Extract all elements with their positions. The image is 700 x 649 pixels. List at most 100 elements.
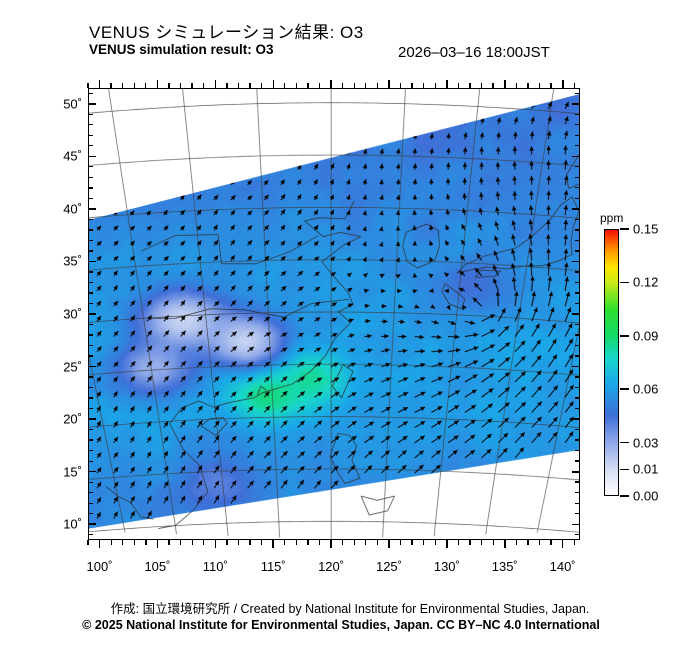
x-tick-minor (353, 540, 355, 545)
x-tick-major-top (388, 80, 390, 88)
y-axis-label: 30˚ (63, 306, 82, 322)
y-tick-major (88, 470, 96, 473)
x-tick-minor (237, 540, 240, 545)
colorbar-tick (620, 441, 629, 444)
y-tick-minor (88, 376, 93, 378)
x-tick-minor-top (203, 83, 205, 88)
y-tick-minor-right (575, 481, 580, 483)
x-tick-minor-top (179, 83, 182, 88)
y-tick-minor (88, 460, 93, 462)
x-tick-major-top (446, 80, 448, 88)
y-tick-minor-right (575, 323, 580, 326)
x-axis-label: 105˚ (144, 559, 171, 574)
x-tick-minor-top (527, 83, 529, 88)
x-tick-minor (457, 540, 460, 545)
x-tick-minor (249, 540, 251, 545)
y-tick-minor-right (575, 334, 580, 336)
y-tick-major (88, 155, 96, 158)
y-tick-minor-right (575, 502, 580, 504)
y-axis-label: 40˚ (63, 201, 82, 217)
y-tick-major-right (572, 208, 580, 210)
x-tick-minor-top (122, 83, 124, 88)
x-tick-minor-top (295, 83, 297, 88)
x-tick-minor-top (480, 83, 483, 88)
colorbar-tick (620, 335, 629, 337)
x-tick-major (214, 540, 217, 548)
x-tick-minor-top (434, 83, 436, 88)
y-tick-major (88, 313, 96, 315)
x-tick-minor-top (399, 83, 402, 88)
y-tick-minor (88, 124, 93, 126)
x-tick-minor (527, 540, 529, 545)
x-tick-major (156, 540, 159, 548)
y-tick-major-right (572, 365, 580, 368)
y-tick-major-right (572, 313, 580, 315)
y-tick-minor-right (575, 513, 580, 515)
y-tick-major-right (572, 418, 580, 420)
y-tick-minor-right (575, 344, 580, 347)
colorbar-tick-label: 0.00 (633, 488, 659, 504)
y-tick-minor-right (575, 397, 580, 399)
x-tick-minor-top (260, 83, 263, 88)
x-tick-minor-top (341, 83, 344, 88)
x-axis-label: 130˚ (433, 559, 460, 574)
y-tick-minor (88, 302, 93, 305)
x-tick-major-top (561, 80, 564, 88)
y-tick-minor-right (575, 491, 580, 494)
x-tick-minor (480, 540, 483, 545)
x-tick-minor-top (284, 83, 286, 88)
y-tick-minor (88, 113, 93, 115)
y-axis-label: 45˚ (63, 148, 82, 164)
y-tick-minor (88, 145, 93, 147)
y-axis-label: 20˚ (63, 411, 82, 427)
timestamp-label: 2026–03–16 18:00JST (398, 44, 550, 61)
y-tick-minor-right (575, 134, 580, 136)
x-tick-minor (492, 540, 494, 545)
x-axis-label: 135˚ (491, 559, 518, 574)
footer-credit-line: 作成: 国立環境研究所 / Created by National Instit… (110, 602, 590, 616)
y-tick-minor-right (575, 449, 580, 452)
page-title-english: VENUS simulation result: O3 (89, 42, 274, 57)
x-tick-minor (295, 540, 298, 545)
y-tick-minor-right (575, 281, 580, 284)
y-tick-major-right (572, 470, 580, 473)
x-axis-label: 125˚ (375, 559, 402, 574)
y-tick-minor-right (575, 92, 580, 94)
y-tick-minor (88, 439, 93, 441)
y-tick-minor (88, 166, 93, 168)
x-tick-minor-top (538, 83, 541, 88)
footer-license-line: © 2025 National Institute for Environmen… (0, 618, 700, 632)
x-tick-minor (342, 540, 344, 545)
y-tick-major-right (572, 103, 580, 105)
colorbar-tick (620, 495, 629, 497)
x-axis-label: 110˚ (202, 559, 228, 574)
x-tick-minor-top (191, 83, 193, 88)
y-tick-minor (88, 450, 93, 452)
ozone-heatmap-canvas (89, 89, 579, 539)
x-tick-major-top (272, 80, 275, 88)
map-plot-frame (88, 88, 580, 540)
x-tick-major (388, 540, 390, 548)
y-tick-major (88, 365, 96, 368)
y-tick-minor-right (575, 460, 580, 462)
y-tick-minor-right (575, 428, 580, 431)
y-tick-minor (88, 239, 93, 242)
y-tick-minor (88, 92, 93, 94)
y-tick-minor (88, 229, 93, 231)
x-tick-major (561, 540, 564, 548)
x-axis-label: 140˚ (549, 559, 576, 574)
y-tick-minor (88, 281, 93, 284)
x-tick-major-top (214, 80, 217, 88)
colorbar (604, 229, 619, 496)
x-tick-minor (284, 540, 286, 545)
y-tick-minor-right (575, 239, 580, 241)
y-tick-minor-right (575, 271, 580, 273)
y-tick-minor (88, 344, 93, 347)
x-tick-minor (122, 540, 124, 545)
x-tick-minor (365, 540, 367, 545)
x-tick-minor-top (145, 83, 147, 88)
y-tick-minor (88, 271, 93, 273)
x-tick-minor (423, 540, 425, 545)
x-tick-minor (515, 540, 517, 545)
colorbar-tick-label: 0.01 (633, 461, 659, 477)
